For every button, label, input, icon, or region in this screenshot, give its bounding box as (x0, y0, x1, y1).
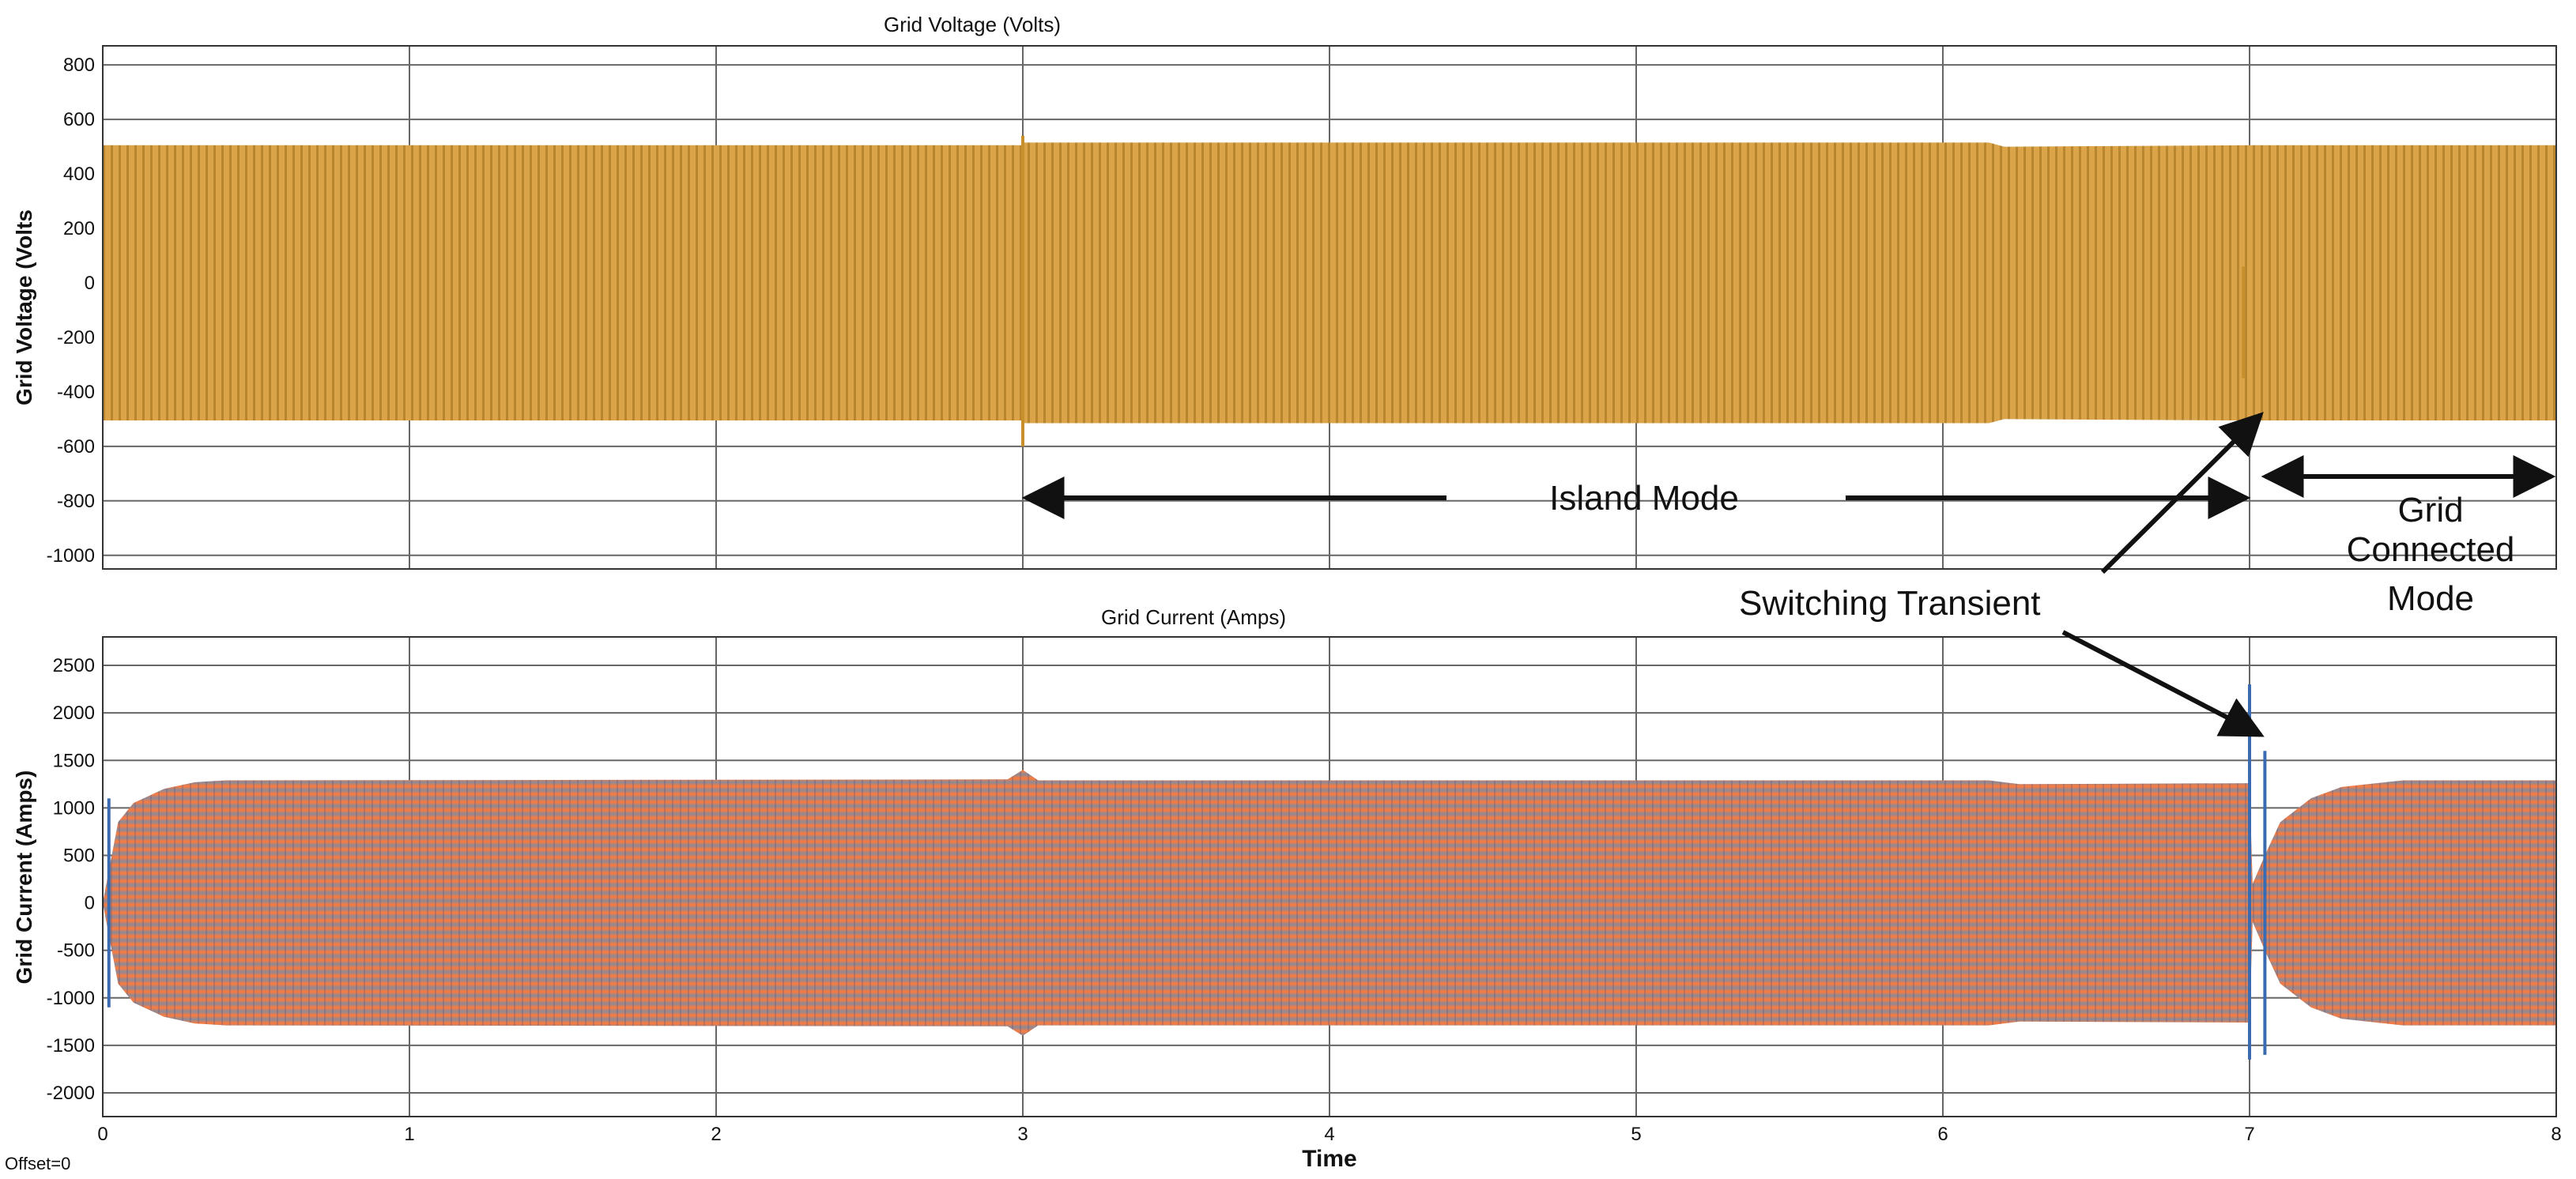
switching-transient-arrow-down (2061, 630, 2265, 737)
current-y-ticks: -2000 -1500 -1000 -500 0 500 1000 1500 2000 2500 (47, 655, 95, 1104)
y-tick-label-2: -1000 (47, 988, 95, 1009)
y-tick-label-8: 600 (63, 109, 95, 130)
y-tick-label-6: 1000 (53, 797, 95, 819)
y-tick-label-5: 0 (85, 273, 95, 294)
voltage-waveform (103, 135, 2556, 446)
voltage-y-ticks: -1000 -800 -600 -400 -200 0 200 400 600 800 (47, 55, 95, 567)
y-tick-label-8: 2000 (53, 703, 95, 724)
x-tick-label-0: 0 (97, 1124, 107, 1145)
x-tick-label-3: 3 (1017, 1124, 1028, 1145)
x-tick-label-1: 1 (404, 1124, 414, 1145)
waveform-envelope-0 (103, 770, 2556, 1036)
current-plot-frame (102, 636, 2557, 1117)
y-tick-label-4: -200 (57, 327, 95, 348)
voltage-y-axis-label: Grid Voltage (Volts (12, 209, 36, 405)
current-chart-title: Grid Current (Amps) (1101, 605, 1286, 629)
x-tick-label-8: 8 (2551, 1124, 2561, 1145)
voltage-plot-frame (102, 45, 2557, 570)
x-tick-label-7: 7 (2244, 1124, 2254, 1145)
y-tick-label-4: 0 (85, 893, 95, 914)
y-tick-label-6: 200 (63, 218, 95, 239)
y-tick-label-2: -600 (57, 436, 95, 458)
time-x-ticks: 0 1 2 3 4 5 6 7 8 (97, 1124, 2561, 1145)
y-tick-label-0: -2000 (47, 1083, 95, 1104)
x-tick-label-5: 5 (1631, 1124, 1641, 1145)
y-tick-label-7: 400 (63, 164, 95, 185)
time-x-axis-label: Time (1302, 1146, 1356, 1172)
voltage-chart: Grid Voltage (Volts) -1000 -800 -600 -400 -2… (12, 13, 2557, 570)
y-tick-label-3: -500 (57, 940, 95, 962)
offset-label: Offset=0 (5, 1154, 70, 1173)
island-mode-label: Island Mode (1549, 479, 1739, 518)
y-tick-label-1: -1500 (47, 1035, 95, 1057)
grid-connected-label-line1: Grid (2397, 491, 2463, 529)
y-tick-label-3: -400 (57, 382, 95, 403)
y-tick-label-7: 1500 (53, 750, 95, 771)
x-tick-label-2: 2 (711, 1124, 721, 1145)
current-chart: Grid Current (Amps) -2000 -1500 -1000 -500 0… (12, 605, 2562, 1172)
x-tick-label-6: 6 (1937, 1124, 1948, 1145)
annotations: Island Mode Grid Connected Mode Switchin… (1021, 412, 2556, 737)
grid-connected-label-line2: Connected (2347, 530, 2515, 569)
y-tick-label-1: -800 (57, 491, 95, 512)
y-tick-label-9: 800 (63, 55, 95, 76)
switching-transient-label: Switching Transient (1739, 584, 2041, 623)
grid-connected-label-line3: Mode (2387, 579, 2474, 618)
y-tick-label-5: 500 (63, 845, 95, 866)
voltage-chart-title: Grid Voltage (Volts) (884, 13, 1061, 36)
current-waveform (103, 684, 2556, 1060)
current-y-axis-label: Grid Current (Amps) (12, 770, 36, 985)
y-tick-label-9: 2500 (53, 655, 95, 676)
switching-transient-arrow-up (2100, 412, 2264, 574)
x-tick-label-4: 4 (1324, 1124, 1334, 1145)
y-tick-label-0: -1000 (47, 545, 95, 567)
waveform-envelope-0 (103, 142, 2556, 424)
